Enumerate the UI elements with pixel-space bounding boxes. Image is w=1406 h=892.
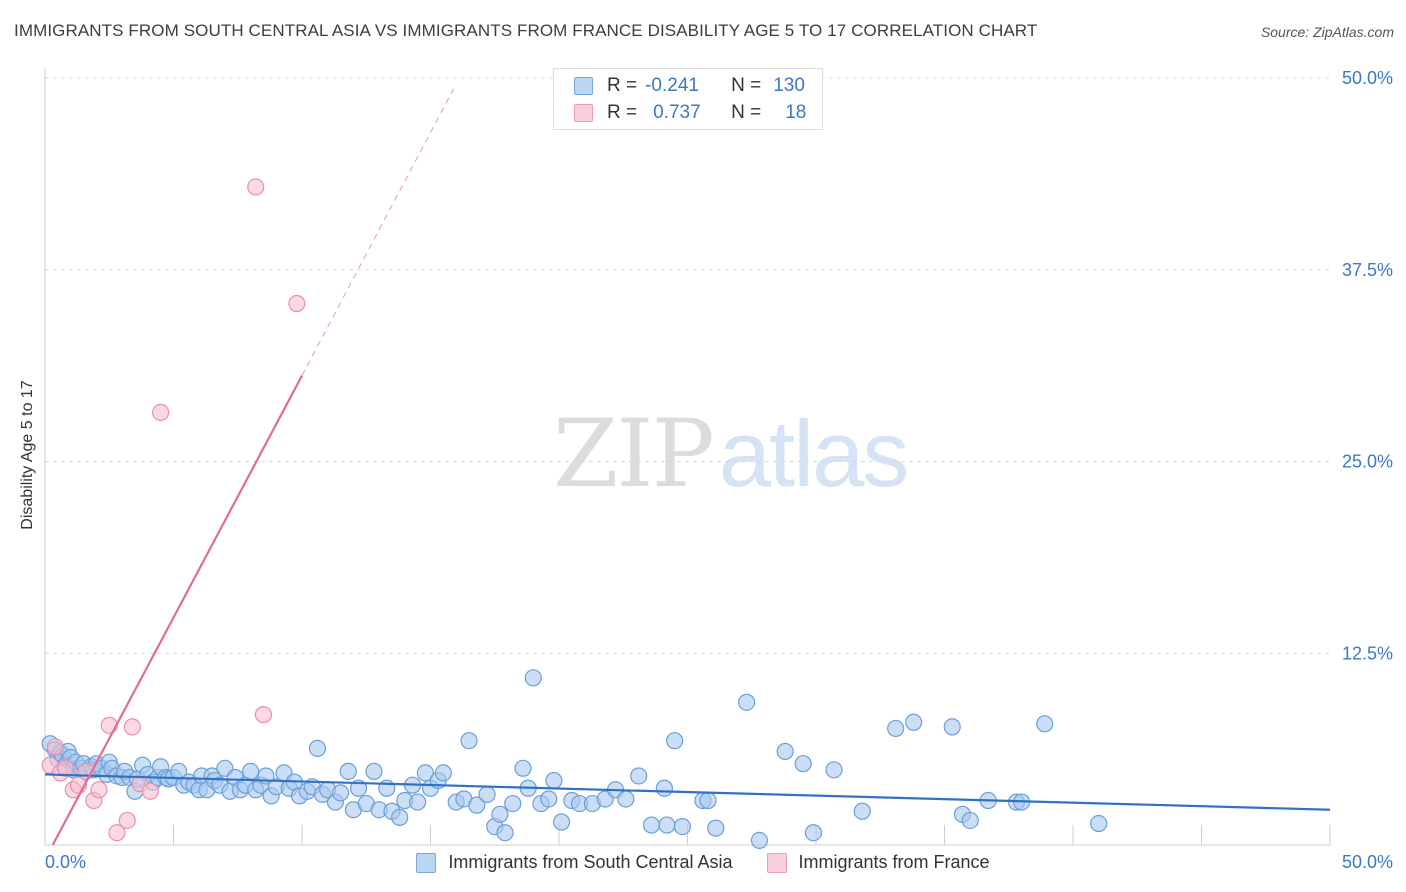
legend-r-label: R =: [607, 102, 638, 123]
france-point: [56, 759, 75, 777]
south-central-asia-point: [943, 718, 961, 736]
legend-row-south-central-asia: R = -0.241 N = 130: [574, 74, 805, 98]
south-central-asia-point: [478, 785, 496, 803]
south-central-asia-point: [416, 764, 434, 782]
south-central-asia-point: [496, 824, 514, 842]
south-central-asia-point: [339, 762, 357, 780]
south-central-asia-point: [642, 816, 661, 834]
south-central-asia-point: [658, 816, 676, 834]
south-central-asia-point: [707, 819, 725, 837]
south-central-asia-point: [540, 790, 558, 808]
france-point: [254, 706, 273, 724]
south-central-asia-point: [552, 813, 571, 831]
legend-n-value: 18: [785, 102, 807, 123]
series-legend-item-france[interactable]: Immigrants from France: [766, 852, 990, 873]
france-point: [247, 178, 265, 196]
france-point: [123, 718, 141, 736]
series-swatch-blue: [416, 852, 437, 873]
south-central-asia-point: [794, 755, 812, 773]
legend-r-label: R =: [607, 75, 638, 96]
legend-r-value: 0.737: [653, 102, 701, 123]
south-central-asia-point: [673, 817, 691, 836]
series-name: Immigrants from France: [798, 852, 990, 872]
france-point: [118, 811, 136, 830]
watermark-zip: ZIP: [553, 400, 715, 509]
legend-row-france: R = 0.737 N = 18: [574, 101, 806, 125]
south-central-asia-point: [666, 732, 684, 750]
france-point: [108, 824, 126, 842]
south-central-asia-point: [331, 784, 350, 802]
legend-n-label: N =: [731, 102, 762, 123]
france-trendline: [51, 375, 303, 846]
south-central-asia-point: [242, 762, 260, 780]
south-central-asia-point: [804, 824, 823, 842]
france-point: [46, 738, 64, 756]
south-central-asia-point: [961, 811, 979, 830]
south-central-asia-point: [750, 831, 769, 849]
series-legend: Immigrants from South Central Asia Immig…: [0, 852, 1406, 873]
france-point: [288, 294, 306, 313]
france-point: [90, 781, 108, 799]
south-central-asia-point: [825, 761, 843, 779]
zipatlas-watermark: ZIPatlas: [553, 400, 910, 509]
south-central-asia-point: [491, 805, 509, 823]
south-central-asia-point: [308, 739, 327, 757]
south-central-asia-point: [887, 719, 905, 738]
chart-title: IMMIGRANTS FROM SOUTH CENTRAL ASIA VS IM…: [14, 21, 1038, 40]
france-point: [141, 782, 159, 800]
y-tick-label: 37.5%: [1342, 260, 1393, 280]
x-tick-label: 0.0%: [45, 852, 86, 872]
south-central-asia-point: [504, 794, 522, 813]
south-central-asia-point: [468, 796, 486, 814]
south-central-asia-point: [545, 771, 563, 790]
x-tick-label: 50.0%: [1342, 852, 1393, 872]
south-central-asia-point: [738, 693, 756, 711]
south-central-asia-point: [1090, 814, 1108, 833]
south-central-asia-point: [524, 669, 542, 687]
south-central-asia-point: [630, 767, 648, 785]
correlation-legend: R = -0.241 N = 130 R = 0.737 N = 18: [553, 68, 823, 130]
south-central-asia-trendline: [44, 773, 1331, 811]
south-central-asia-point: [514, 759, 532, 777]
legend-r-value: -0.241: [645, 75, 699, 96]
south-central-asia-point: [391, 808, 409, 826]
watermark-atlas: atlas: [718, 401, 910, 506]
france-point: [100, 716, 118, 734]
series-legend-item-south-central-asia[interactable]: Immigrants from South Central Asia: [416, 852, 733, 873]
south-central-asia-point: [617, 790, 635, 808]
south-central-asia-point: [460, 732, 478, 750]
south-central-asia-point: [776, 742, 794, 761]
france-point: [152, 403, 170, 422]
france-trendline-extension: [301, 88, 455, 376]
south-central-asia-point: [409, 793, 427, 811]
south-central-asia-point: [905, 713, 923, 731]
series-name: Immigrants from South Central Asia: [448, 852, 733, 872]
south-central-asia-point: [655, 779, 673, 797]
legend-swatch-pink: [574, 104, 593, 122]
south-central-asia-point: [699, 791, 717, 810]
legend-n-label: N =: [731, 75, 762, 96]
legend-n-value: 130: [773, 75, 805, 96]
south-central-asia-point: [434, 764, 452, 782]
south-central-asia-point: [365, 762, 383, 780]
south-central-asia-point: [853, 802, 871, 820]
legend-swatch-blue: [574, 77, 593, 95]
south-central-asia-point: [1036, 715, 1054, 733]
y-tick-label: 25.0%: [1342, 452, 1393, 472]
series-swatch-pink: [766, 852, 787, 873]
y-tick-label: 12.5%: [1342, 643, 1393, 663]
source-credit: Source: ZipAtlas.com: [1260, 24, 1394, 40]
y-tick-label: 50.0%: [1342, 68, 1393, 88]
